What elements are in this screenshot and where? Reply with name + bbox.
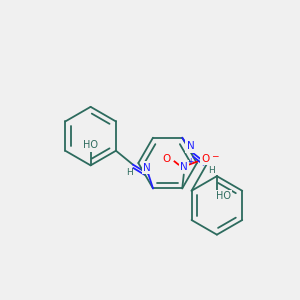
Text: N: N [187, 141, 195, 151]
Text: N: N [180, 162, 188, 172]
Text: O: O [163, 154, 171, 164]
Text: HO: HO [216, 191, 231, 201]
Text: H: H [208, 166, 215, 175]
Text: +: + [187, 157, 193, 166]
Text: −: − [211, 151, 218, 160]
Text: H: H [126, 168, 132, 177]
Text: N: N [143, 163, 151, 173]
Text: HO: HO [83, 140, 98, 150]
Text: O: O [201, 154, 209, 164]
